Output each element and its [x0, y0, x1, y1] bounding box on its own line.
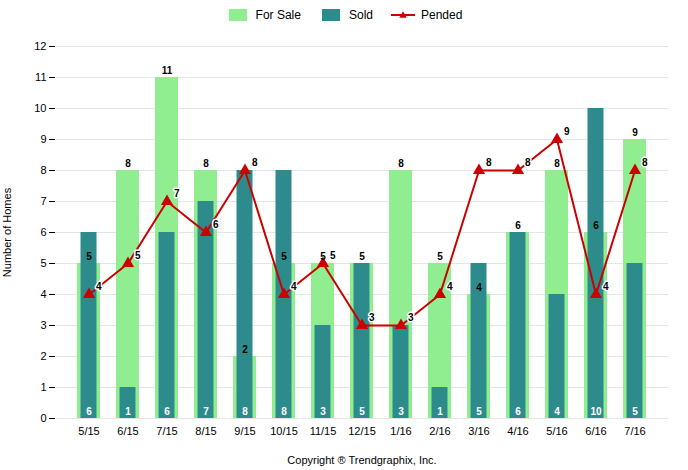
svg-text:5: 5	[135, 250, 141, 261]
svg-text:6/15: 6/15	[117, 425, 138, 437]
svg-text:4: 4	[603, 281, 609, 292]
svg-text:5: 5	[86, 251, 92, 262]
svg-text:6: 6	[40, 226, 46, 238]
svg-text:6: 6	[213, 219, 219, 230]
svg-text:7/16: 7/16	[624, 425, 645, 437]
svg-text:5: 5	[476, 406, 482, 417]
svg-text:5: 5	[632, 406, 638, 417]
svg-text:11/15: 11/15	[310, 425, 337, 437]
svg-text:1: 1	[437, 406, 443, 417]
svg-text:8: 8	[242, 406, 248, 417]
svg-text:10/15: 10/15	[270, 425, 298, 437]
svg-text:5: 5	[437, 251, 443, 262]
svg-text:3: 3	[398, 406, 404, 417]
svg-text:6/16: 6/16	[585, 425, 606, 437]
svg-text:4: 4	[96, 281, 102, 292]
svg-text:4: 4	[447, 281, 453, 292]
html-text:Pended: Pended	[421, 8, 463, 22]
svg-text:8: 8	[398, 158, 404, 169]
svg-text:6: 6	[86, 406, 92, 417]
svg-text:5: 5	[330, 250, 336, 261]
svg-text:11: 11	[35, 71, 46, 83]
html-text:Sold: Sold	[349, 8, 373, 22]
svg-text:3: 3	[408, 312, 414, 323]
svg-text:3/16: 3/16	[468, 425, 489, 437]
svg-text:8/15: 8/15	[195, 425, 216, 437]
svg-text:11: 11	[162, 65, 173, 76]
svg-text:8: 8	[203, 158, 209, 169]
svg-text:6: 6	[593, 220, 599, 231]
svg-text:12/15: 12/15	[348, 425, 376, 437]
svg-text:7: 7	[40, 195, 46, 207]
svg-text:3: 3	[369, 312, 375, 323]
svg-text:1: 1	[125, 406, 131, 417]
svg-text:5/16: 5/16	[546, 425, 567, 437]
svg-text:Copyright ® Trendgraphix, Inc.: Copyright ® Trendgraphix, Inc.	[287, 454, 436, 466]
svg-text:9: 9	[564, 126, 570, 137]
svg-text:7/15: 7/15	[156, 425, 177, 437]
svg-text:8: 8	[554, 158, 560, 169]
svg-text:Number of Homes: Number of Homes	[1, 187, 13, 277]
svg-text:4: 4	[554, 406, 560, 417]
svg-text:12: 12	[34, 40, 46, 52]
svg-text:4: 4	[291, 281, 297, 292]
html-text:For Sale: For Sale	[255, 8, 301, 22]
svg-text:3: 3	[40, 319, 46, 331]
svg-text:6: 6	[515, 406, 521, 417]
svg-text:2/16: 2/16	[429, 425, 450, 437]
svg-text:8: 8	[525, 157, 531, 168]
svg-text:0: 0	[40, 412, 46, 424]
svg-text:1: 1	[40, 381, 46, 393]
svg-text:4: 4	[476, 282, 482, 293]
svg-text:4: 4	[40, 288, 46, 300]
svg-text:8: 8	[642, 157, 648, 168]
svg-text:5: 5	[40, 257, 46, 269]
svg-text:8: 8	[40, 164, 46, 176]
svg-text:8: 8	[486, 157, 492, 168]
svg-text:8: 8	[281, 406, 287, 417]
svg-text:5: 5	[320, 251, 326, 262]
svg-text:6: 6	[515, 220, 521, 231]
svg-text:3: 3	[320, 406, 326, 417]
svg-text:8: 8	[252, 157, 258, 168]
svg-text:5: 5	[359, 406, 365, 417]
svg-text:1/16: 1/16	[390, 425, 411, 437]
svg-text:9: 9	[40, 133, 46, 145]
svg-text:9: 9	[632, 127, 638, 138]
svg-text:9/15: 9/15	[234, 425, 255, 437]
svg-text:6: 6	[164, 406, 170, 417]
svg-text:5: 5	[281, 251, 287, 262]
svg-text:5: 5	[359, 251, 365, 262]
svg-text:7: 7	[174, 188, 180, 199]
svg-text:10: 10	[590, 406, 602, 417]
svg-text:2: 2	[40, 350, 46, 362]
svg-text:10: 10	[34, 102, 46, 114]
svg-text:4/16: 4/16	[507, 425, 528, 437]
svg-text:7: 7	[203, 406, 209, 417]
svg-text:2: 2	[242, 344, 248, 355]
svg-text:8: 8	[125, 158, 131, 169]
svg-text:5/15: 5/15	[78, 425, 99, 437]
